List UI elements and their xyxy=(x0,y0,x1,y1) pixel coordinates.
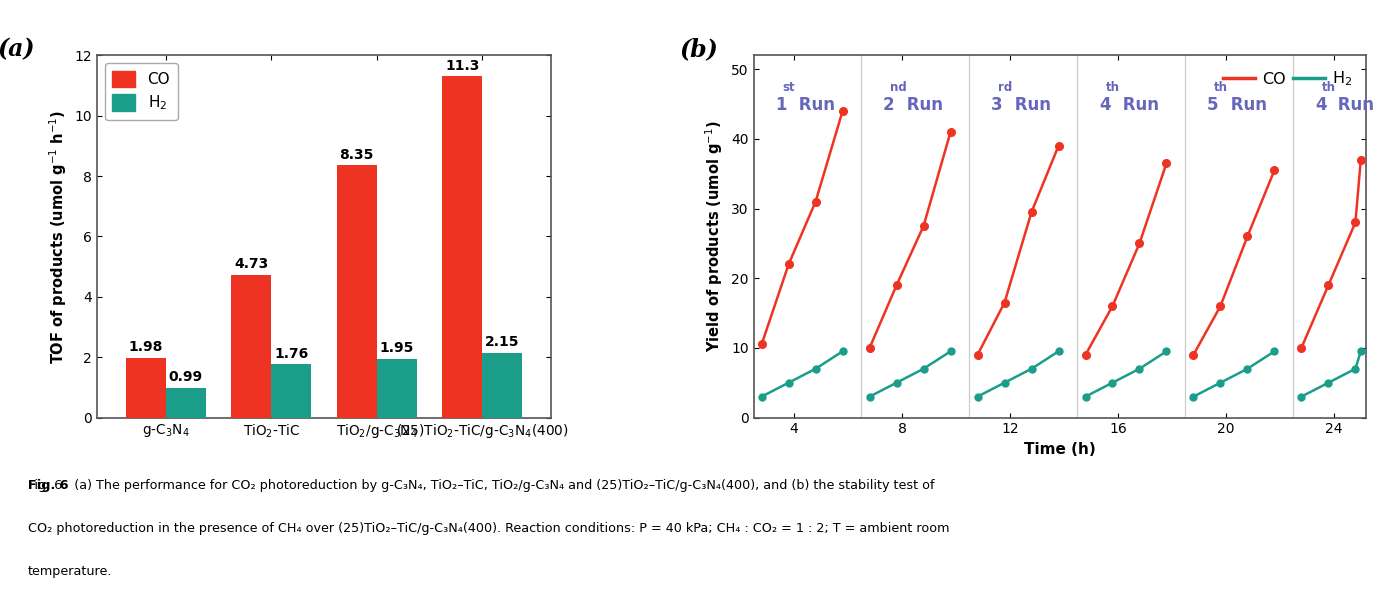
Text: 4: 4 xyxy=(1315,96,1326,114)
Legend: CO, H$_2$: CO, H$_2$ xyxy=(105,63,178,120)
Text: Run: Run xyxy=(1008,96,1050,114)
Text: th: th xyxy=(1322,80,1336,93)
Text: Run: Run xyxy=(1333,96,1375,114)
Text: nd: nd xyxy=(890,80,907,93)
Text: Run: Run xyxy=(1117,96,1158,114)
Text: 1.76: 1.76 xyxy=(275,347,308,361)
Text: 8.35: 8.35 xyxy=(340,148,374,162)
Text: 1.95: 1.95 xyxy=(380,341,413,355)
Bar xyxy=(126,358,165,418)
Bar xyxy=(377,359,417,418)
Y-axis label: Yield of products (umol g$^{-1}$): Yield of products (umol g$^{-1}$) xyxy=(703,120,725,352)
Text: Fig. 6: Fig. 6 xyxy=(28,479,68,492)
Bar xyxy=(483,352,523,418)
Text: 4.73: 4.73 xyxy=(234,257,268,271)
Bar xyxy=(442,76,483,418)
Text: 3: 3 xyxy=(992,96,1003,114)
Text: temperature.: temperature. xyxy=(28,565,112,578)
Text: Fig. 6   (a) The performance for CO₂ photoreduction by g-C₃N₄, TiO₂–TiC, TiO₂/g-: Fig. 6 (a) The performance for CO₂ photo… xyxy=(28,479,935,492)
Bar xyxy=(165,387,205,418)
Text: 5: 5 xyxy=(1207,96,1218,114)
Text: 2.15: 2.15 xyxy=(485,335,520,349)
Text: 2: 2 xyxy=(884,96,895,114)
Text: CO₂ photoreduction in the presence of CH₄ over (25)TiO₂–TiC/g-C₃N₄(400). Reactio: CO₂ photoreduction in the presence of CH… xyxy=(28,522,949,535)
Text: Run: Run xyxy=(793,96,835,114)
Text: Run: Run xyxy=(1225,96,1266,114)
Text: Run: Run xyxy=(900,96,943,114)
Bar xyxy=(232,274,272,418)
Legend: CO, H$_2$: CO, H$_2$ xyxy=(1216,63,1358,95)
Text: 11.3: 11.3 xyxy=(445,59,480,73)
Text: rd: rd xyxy=(997,80,1013,93)
Text: 0.99: 0.99 xyxy=(169,370,203,384)
Text: 1: 1 xyxy=(775,96,786,114)
Bar xyxy=(272,364,311,418)
Text: 1.98: 1.98 xyxy=(129,340,162,354)
Text: th: th xyxy=(1105,80,1119,93)
Bar xyxy=(337,165,377,418)
Y-axis label: TOF of products (umol g$^{-1}$ h$^{-1}$): TOF of products (umol g$^{-1}$ h$^{-1}$) xyxy=(47,109,69,363)
X-axis label: Time (h): Time (h) xyxy=(1024,442,1096,457)
Text: 4: 4 xyxy=(1099,96,1111,114)
Text: (b): (b) xyxy=(680,37,718,61)
Text: (a): (a) xyxy=(0,37,35,61)
Text: st: st xyxy=(782,80,795,93)
Text: th: th xyxy=(1214,80,1227,93)
